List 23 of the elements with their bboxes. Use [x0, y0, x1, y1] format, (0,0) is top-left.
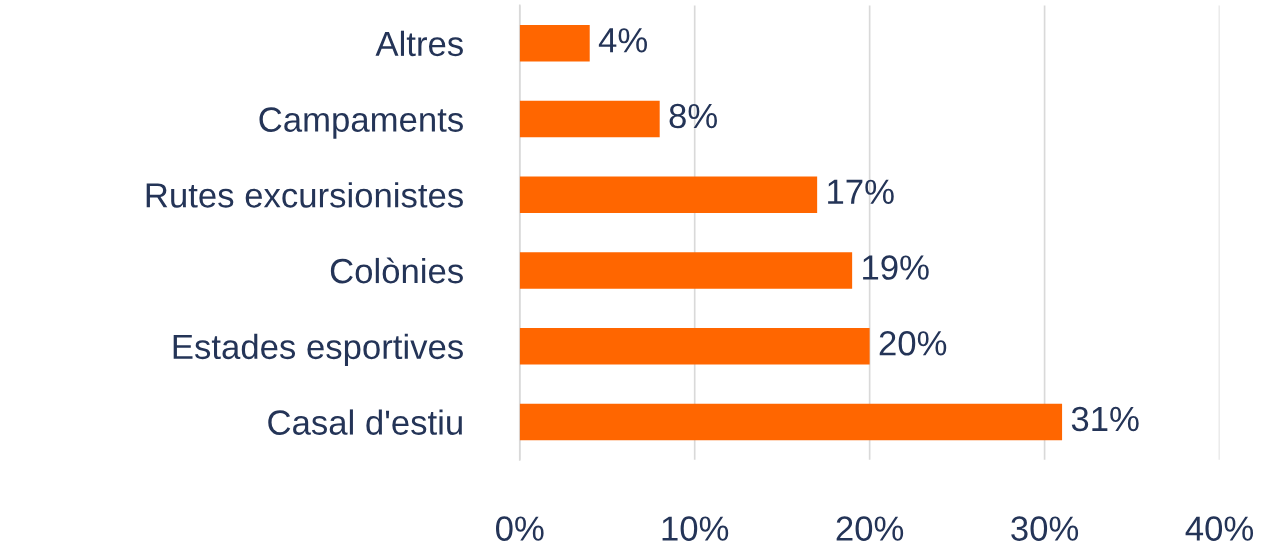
x-tick-label: 0% [496, 516, 544, 541]
bar [519, 100, 660, 138]
y-tick-label: Campaments [259, 107, 463, 139]
data-label: 8% [669, 103, 717, 129]
data-label: 4% [598, 28, 647, 53]
bar [519, 252, 853, 289]
y-tick-label: Colònies [330, 257, 463, 284]
x-tick-label: 30% [1011, 516, 1079, 541]
y-tick-label: Casal d'estiu [268, 409, 462, 435]
data-label: 19% [863, 255, 929, 280]
y-tick-label: Estades esportives [173, 333, 463, 367]
bar [519, 328, 870, 365]
y-tick-label: Altres [375, 30, 463, 57]
x-tick-label: 20% [836, 516, 904, 541]
data-label: 17% [828, 179, 894, 204]
data-label: 31% [1071, 406, 1139, 432]
bar [519, 403, 1063, 441]
data-label: 20% [879, 330, 947, 356]
bar [519, 25, 590, 62]
x-tick-label: 40% [1185, 516, 1254, 541]
x-tick-label: 10% [662, 516, 729, 541]
bar [519, 176, 818, 213]
y-tick-label: Rutes excursionistes [146, 182, 463, 208]
